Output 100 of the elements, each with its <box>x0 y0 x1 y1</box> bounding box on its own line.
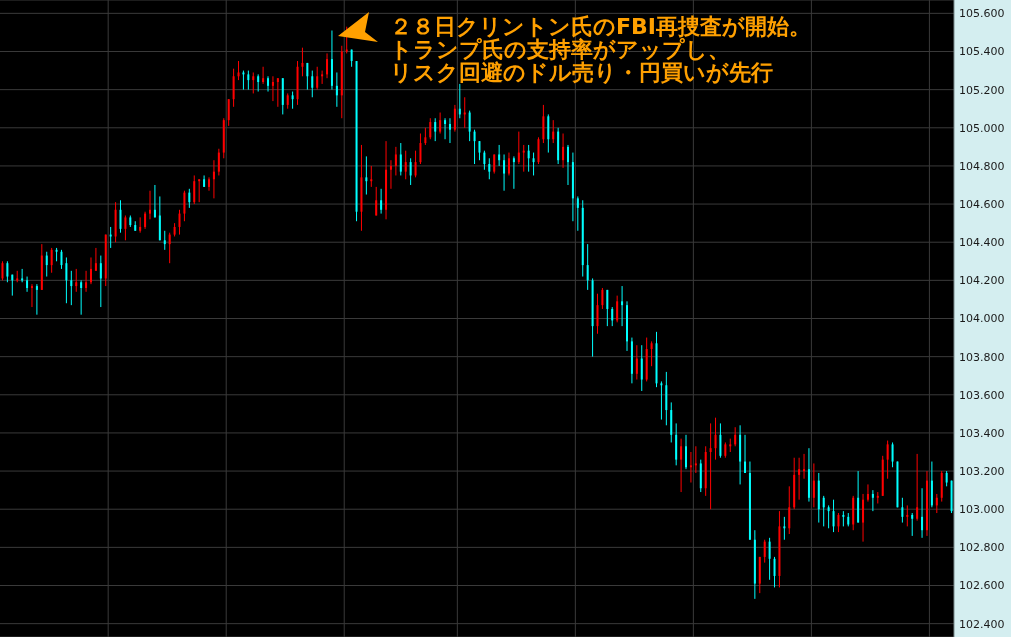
candlestick <box>439 112 442 134</box>
candlestick <box>404 150 407 180</box>
candlestick <box>414 150 417 178</box>
candlestick <box>562 133 565 169</box>
candlestick <box>611 306 614 327</box>
candlestick <box>193 174 196 205</box>
candlestick <box>75 268 78 293</box>
candlestick <box>45 251 48 278</box>
candlestick <box>650 340 653 367</box>
candlestick <box>168 232 171 264</box>
candlestick <box>921 487 924 539</box>
candlestick <box>262 66 265 85</box>
candlestick <box>399 142 402 176</box>
candlestick <box>812 462 815 508</box>
candlestick <box>891 441 894 468</box>
candlestick <box>685 434 688 470</box>
candlestick <box>773 556 776 588</box>
candlestick <box>744 434 747 474</box>
candlestick <box>660 380 663 421</box>
candlestick <box>267 75 270 93</box>
candlestick <box>714 417 717 461</box>
candlestick <box>694 445 697 474</box>
candlestick <box>227 98 230 127</box>
y-tick-label: 104.200 <box>959 274 1005 288</box>
candlestick <box>911 512 914 537</box>
y-tick-label: 103.400 <box>959 426 1005 440</box>
candlestick <box>365 155 368 196</box>
y-tick-label: 104.000 <box>959 312 1005 326</box>
candlestick <box>798 457 801 501</box>
candlestick <box>163 230 166 251</box>
candlestick <box>212 159 215 199</box>
candlestick <box>827 504 830 529</box>
candlestick <box>198 178 201 203</box>
candlestick <box>566 144 569 186</box>
candlestick <box>30 283 33 308</box>
candlestick <box>916 453 919 522</box>
candlestick <box>576 195 579 232</box>
candlestick <box>50 247 53 274</box>
y-tick-label: 104.800 <box>959 159 1005 173</box>
candlestick <box>680 438 683 493</box>
candlestick <box>237 60 240 81</box>
candlestick <box>906 504 909 527</box>
candlestick <box>552 119 555 144</box>
candlestick <box>70 270 73 306</box>
candlestick <box>178 209 181 236</box>
candlestick <box>616 295 619 323</box>
candlestick <box>640 344 643 392</box>
y-tick-label: 102.600 <box>959 579 1005 593</box>
candlestick <box>635 344 638 381</box>
candlestick <box>601 287 604 310</box>
candlestick <box>901 497 904 524</box>
candlestick <box>321 70 324 85</box>
y-tick-label: 104.600 <box>959 197 1005 211</box>
annotation: トランプ氏の支持率がアップし、 <box>390 37 730 62</box>
candlestick <box>483 150 486 171</box>
candlestick <box>188 188 191 209</box>
candlestick <box>21 268 24 283</box>
candlestick <box>99 255 102 308</box>
candlestick <box>389 159 392 190</box>
candlestick <box>252 71 255 94</box>
y-tick-label: 102.800 <box>959 541 1005 555</box>
candlestick <box>734 426 737 447</box>
candlestick <box>596 293 599 335</box>
candlestick <box>488 157 491 180</box>
candlestick <box>183 190 186 222</box>
candlestick <box>493 153 496 175</box>
candlestick <box>65 256 68 304</box>
candlestick <box>306 62 309 91</box>
candlestick <box>473 129 476 165</box>
candlestick <box>85 270 88 293</box>
candlestick <box>586 243 589 291</box>
candlestick <box>542 104 545 144</box>
candlestick <box>94 247 97 272</box>
candlestick <box>709 422 712 510</box>
candlestick <box>532 152 535 176</box>
y-tick-label: 105.200 <box>959 83 1005 97</box>
candlestick <box>6 260 9 283</box>
candlestick <box>478 140 481 161</box>
candlestick <box>522 144 525 173</box>
candlestick <box>444 117 447 140</box>
candlestick <box>719 422 722 459</box>
candlestick <box>503 153 506 192</box>
candlestick <box>217 148 220 176</box>
candlestick <box>271 75 274 102</box>
candlestick <box>149 190 151 220</box>
candlestick <box>768 537 771 581</box>
candlestick <box>886 440 889 480</box>
candlestick <box>788 485 791 535</box>
candlestick <box>316 66 319 91</box>
candlestick <box>1 260 4 281</box>
candlestick <box>517 131 520 165</box>
candlestick <box>689 451 692 484</box>
y-tick-label: 104.400 <box>959 236 1005 250</box>
candlestick <box>803 453 806 480</box>
candlestick <box>409 157 412 186</box>
annotation: ２８日クリントン氏のFBI再捜査が開始。 <box>390 14 811 39</box>
candlestick <box>621 285 624 327</box>
candlestick <box>335 71 338 108</box>
candlestick <box>822 495 825 527</box>
y-tick-label: 103.200 <box>959 464 1005 478</box>
